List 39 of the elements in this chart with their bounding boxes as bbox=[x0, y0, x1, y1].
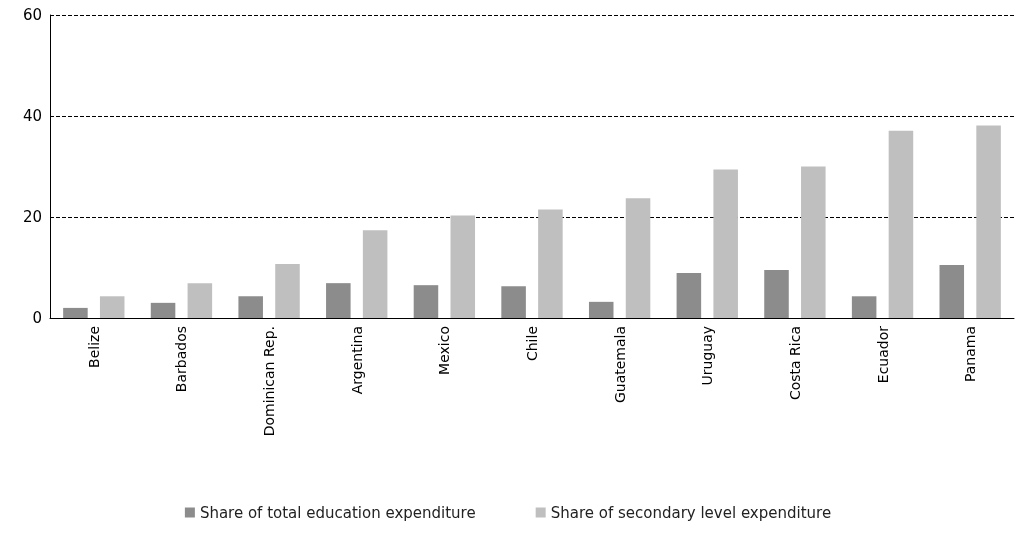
legend-label: Share of secondary level expenditure bbox=[550, 503, 832, 522]
bar bbox=[976, 125, 1001, 318]
bar bbox=[275, 263, 300, 318]
x-tick-label: Guatemala bbox=[611, 326, 628, 404]
y-tick-label: 60 bbox=[22, 6, 42, 24]
bar bbox=[187, 283, 213, 318]
x-tick-label: Ecuador bbox=[874, 325, 891, 384]
bar bbox=[501, 286, 526, 318]
bar bbox=[764, 270, 789, 318]
x-tick-label: Belize bbox=[85, 326, 102, 368]
y-tick-label: 40 bbox=[22, 107, 42, 125]
x-tick-label: Dominican Rep. bbox=[261, 326, 278, 437]
legend-label: Share of total education expenditure bbox=[199, 503, 476, 522]
bar bbox=[713, 169, 738, 318]
bar bbox=[588, 301, 614, 318]
x-tick-label: Costa Rica bbox=[786, 326, 803, 401]
bar bbox=[676, 273, 702, 318]
bar bbox=[538, 209, 563, 318]
x-tick-label: Chile bbox=[524, 326, 540, 362]
x-tick-label: Argentina bbox=[348, 326, 365, 395]
bar bbox=[851, 296, 877, 318]
x-tick-label: Barbados bbox=[173, 326, 190, 393]
bar bbox=[362, 230, 388, 318]
bar bbox=[238, 296, 263, 318]
bar bbox=[63, 307, 88, 318]
bar bbox=[888, 130, 914, 318]
bar bbox=[801, 166, 826, 318]
bar bbox=[450, 215, 476, 318]
x-tick-label: Mexico bbox=[436, 326, 453, 375]
x-tick-label: Uruguay bbox=[699, 326, 716, 386]
bar bbox=[99, 296, 125, 318]
bar bbox=[625, 198, 651, 318]
y-tick-label: 0 bbox=[32, 309, 42, 327]
bar bbox=[939, 264, 965, 318]
bar bbox=[326, 283, 351, 318]
bar bbox=[150, 302, 176, 318]
x-tick-label: Panama bbox=[962, 326, 979, 383]
y-tick-label: 20 bbox=[22, 208, 42, 226]
bar bbox=[413, 285, 439, 318]
